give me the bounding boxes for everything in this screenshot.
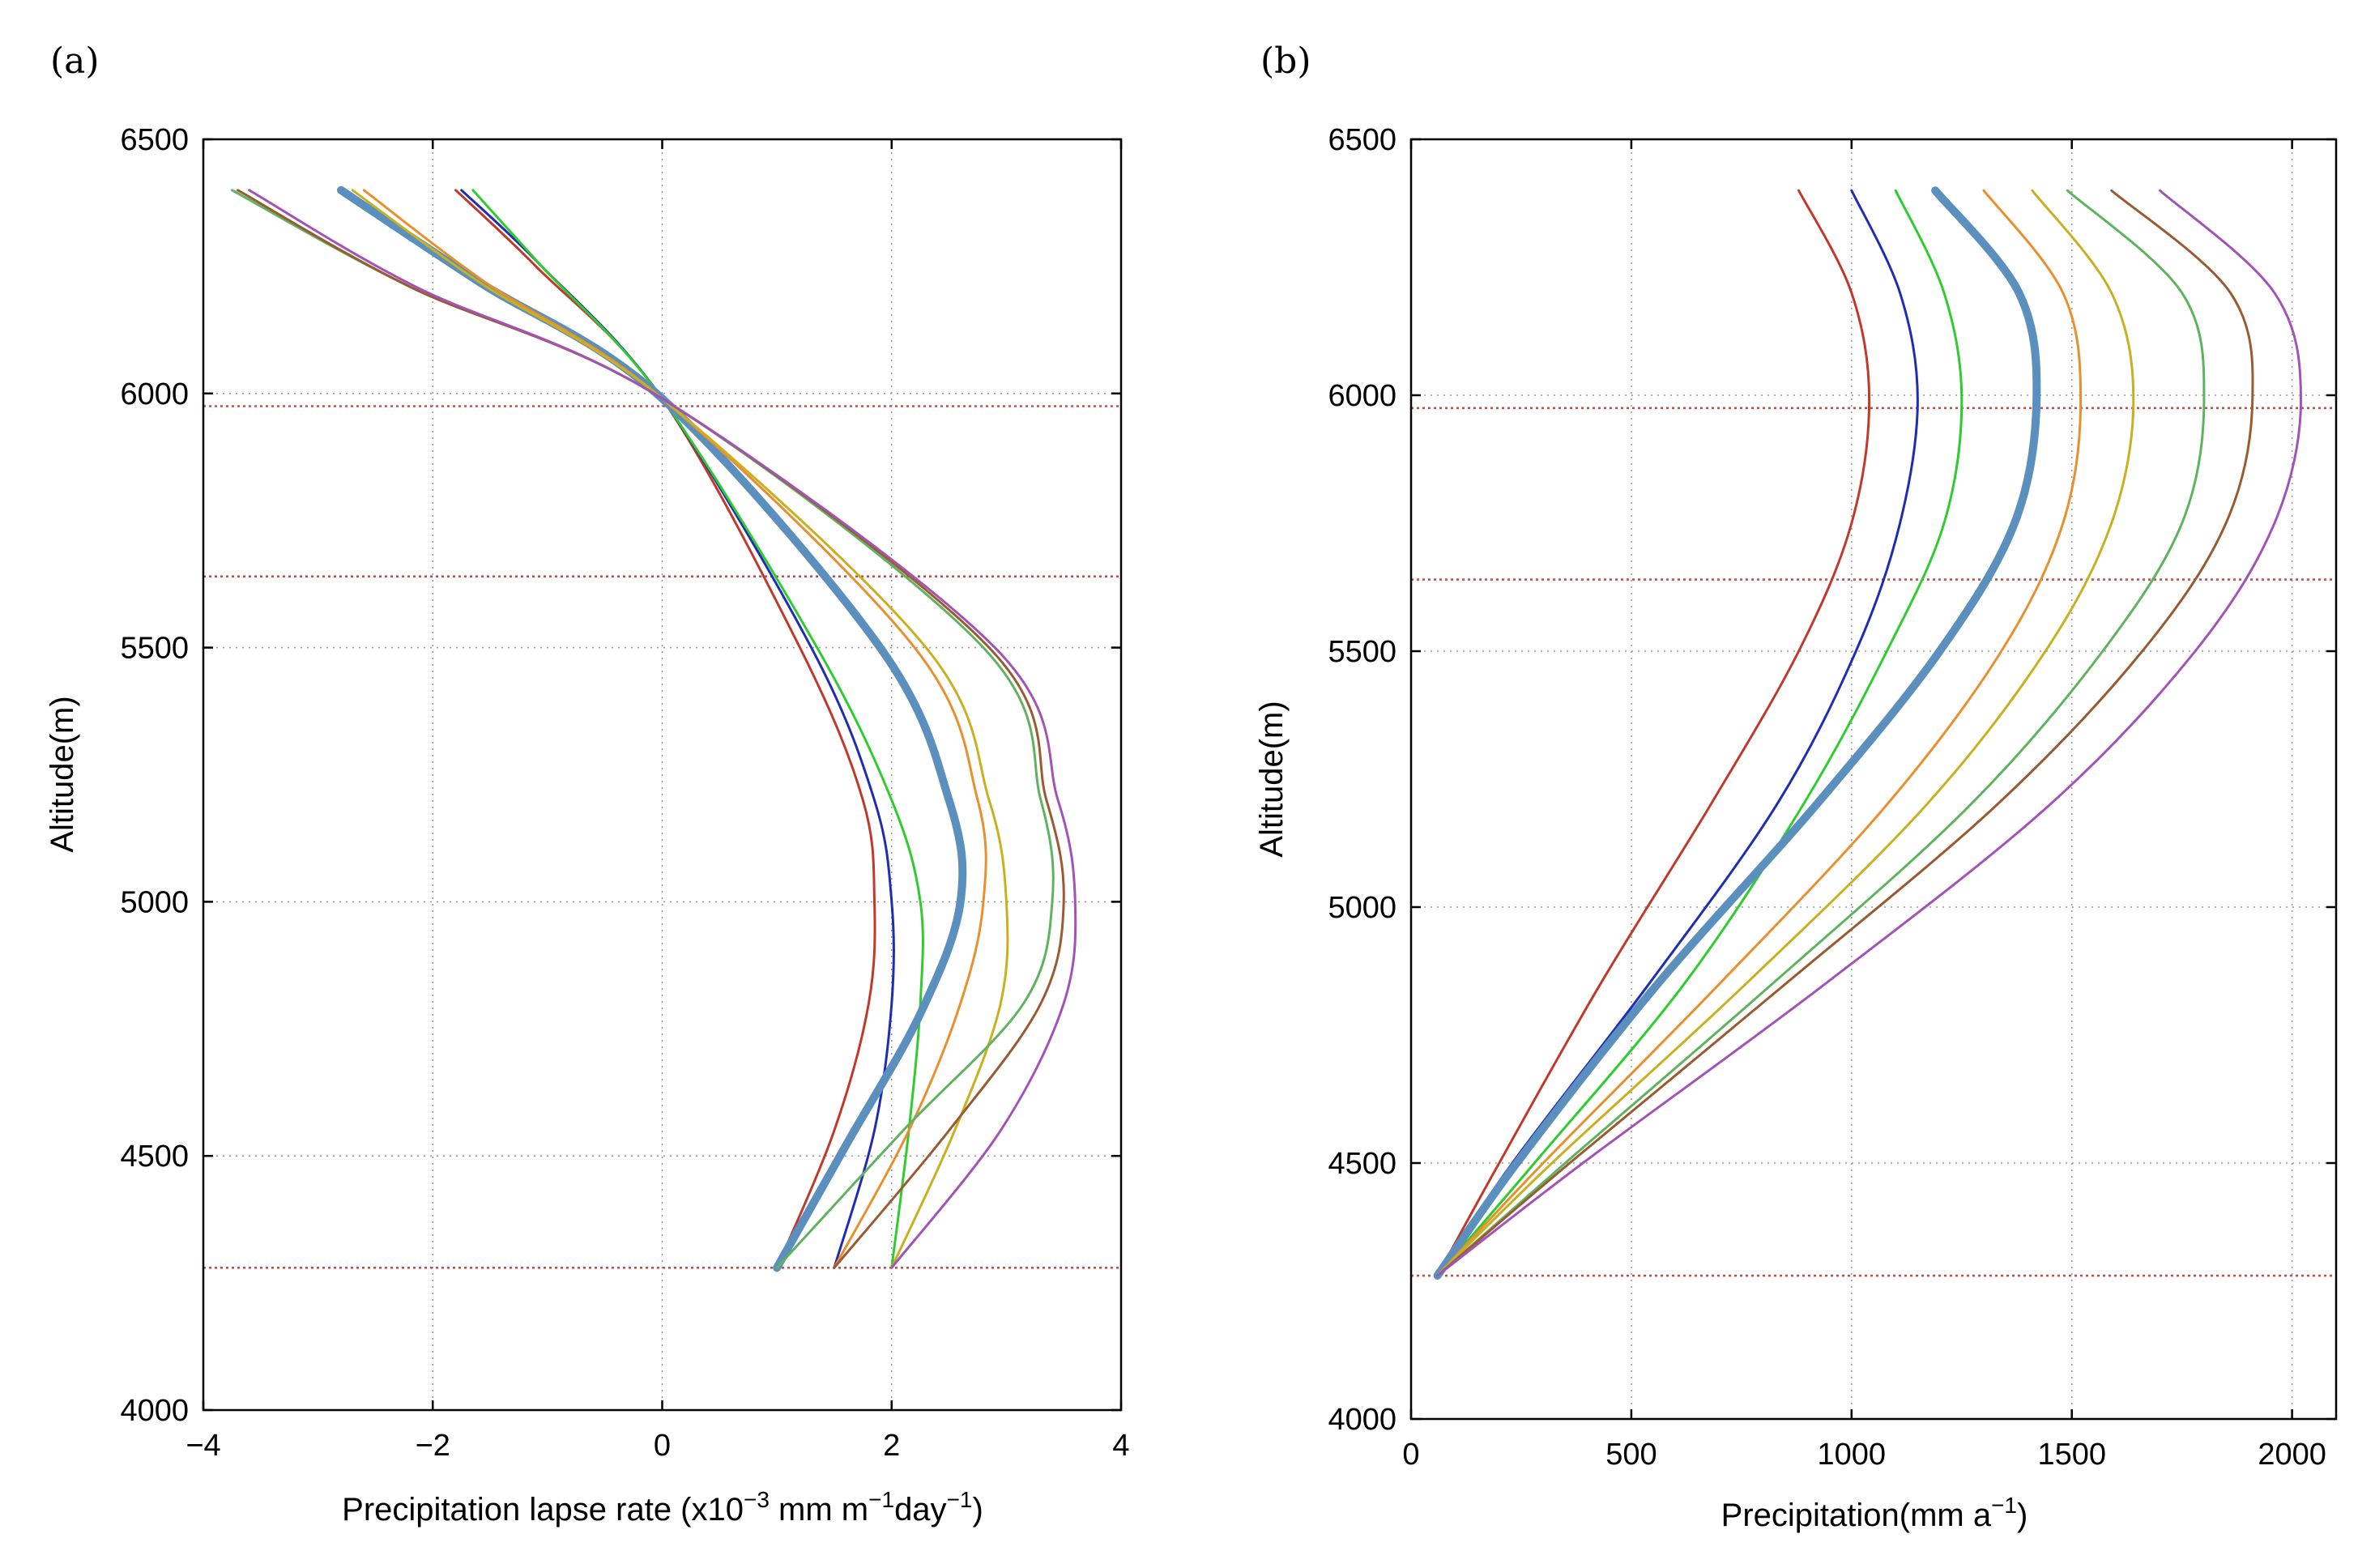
panel-b-xtick-label-2: 1000: [1818, 1438, 1887, 1472]
panel-b-series-6: [1436, 189, 2206, 1277]
panel-b-xlabel-part-2: ): [2017, 1498, 2027, 1533]
panel-a-series-4: [362, 189, 987, 1269]
panel-b-series-5: [1436, 189, 2135, 1277]
panel-b: (b) 0 500 1000 1500 2000 4000 4500 5000 5500 6000…: [1254, 40, 2338, 1533]
panel-a-ytick-label-3: 5500: [120, 632, 189, 666]
panel-b-label: (b): [1260, 40, 1311, 82]
panel-a-xtick-label-4: 4: [1112, 1429, 1129, 1463]
panel-a-series-2: [471, 189, 924, 1269]
panel-b-xtick-label-1: 500: [1605, 1438, 1657, 1472]
panel-a-xlabel-part-2: mm m: [770, 1492, 868, 1528]
panel-a-xlabel-part-4: day: [894, 1492, 947, 1528]
panel-b-ytick-label-0: 4000: [1328, 1403, 1396, 1437]
panel-a-xtick-label-1: −2: [416, 1429, 450, 1463]
panel-a-xlabel-part-6: ): [973, 1492, 983, 1528]
panel-b-ytick-label-5: 6500: [1328, 123, 1396, 157]
panel-a-ylabel: Altitude(m): [45, 696, 80, 852]
panel-a-ytick-label-1: 4500: [120, 1140, 189, 1174]
panel-b-ytick-label-3: 5500: [1328, 635, 1396, 669]
panel-a-ytick-label-4: 6000: [120, 377, 189, 411]
panel-a-xtick-label-2: 0: [654, 1429, 671, 1463]
panel-a-xtick-label-3: 2: [883, 1429, 900, 1463]
panel-a-series-5: [351, 189, 1009, 1269]
panel-b-xtick-label-4: 2000: [2258, 1438, 2326, 1472]
panel-b-frame: [1409, 138, 2338, 1421]
panel-a-ytick-label-2: 5000: [120, 885, 189, 919]
panel-a-series-8: [248, 189, 1077, 1269]
panel-b-series-3: [1433, 186, 2041, 1280]
panel-b-series-8: [1436, 189, 2302, 1277]
panel-b-ylabel: Altitude(m): [1254, 701, 1290, 857]
panel-b-ytick-label-1: 4500: [1328, 1147, 1396, 1181]
panel-a-xlabel: Precipitation lapse rate (x10−3 mm m−1da…: [342, 1487, 983, 1528]
panel-a-xlabel-part-3: −1: [868, 1487, 894, 1512]
panel-a-ytick-label-0: 4000: [120, 1394, 189, 1428]
panel-a-label: (a): [50, 40, 100, 82]
panel-a-xlabel-part-5: −1: [947, 1487, 973, 1512]
panel-b-series-4: [1436, 189, 2083, 1277]
panel-b-xtick-label-0: 0: [1402, 1438, 1419, 1472]
panel-a-xtick-label-0: −4: [185, 1429, 220, 1463]
panel-b-ytick-label-2: 5000: [1328, 891, 1396, 925]
panel-a-xlabel-part-0: Precipitation lapse rate (x10: [342, 1492, 744, 1528]
panel-a-series-7: [237, 189, 1065, 1269]
panel-b-xlabel-part-0: Precipitation(mm a: [1721, 1498, 1992, 1533]
panel-b-xlabel: Precipitation(mm a−1): [1721, 1493, 2028, 1533]
panel-b-series-2: [1436, 189, 1964, 1277]
panel-b-xlabel-part-1: −1: [1991, 1493, 2017, 1518]
panel-a-series-0: [454, 189, 876, 1269]
panel-b-series-0: [1436, 189, 1871, 1277]
panel-b-ytick-label-4: 6000: [1328, 379, 1396, 413]
panel-a-xlabel-part-1: −3: [744, 1487, 770, 1512]
panel-b-series-7: [1436, 189, 2254, 1277]
panel-a-ytick-label-5: 6500: [120, 123, 189, 157]
panel-b-xtick-label-3: 1500: [2037, 1438, 2106, 1472]
panel-a: (a) −4 −2 0 2 4 4000 4500 5000 5500 6000 6500 Alti…: [45, 40, 1130, 1528]
